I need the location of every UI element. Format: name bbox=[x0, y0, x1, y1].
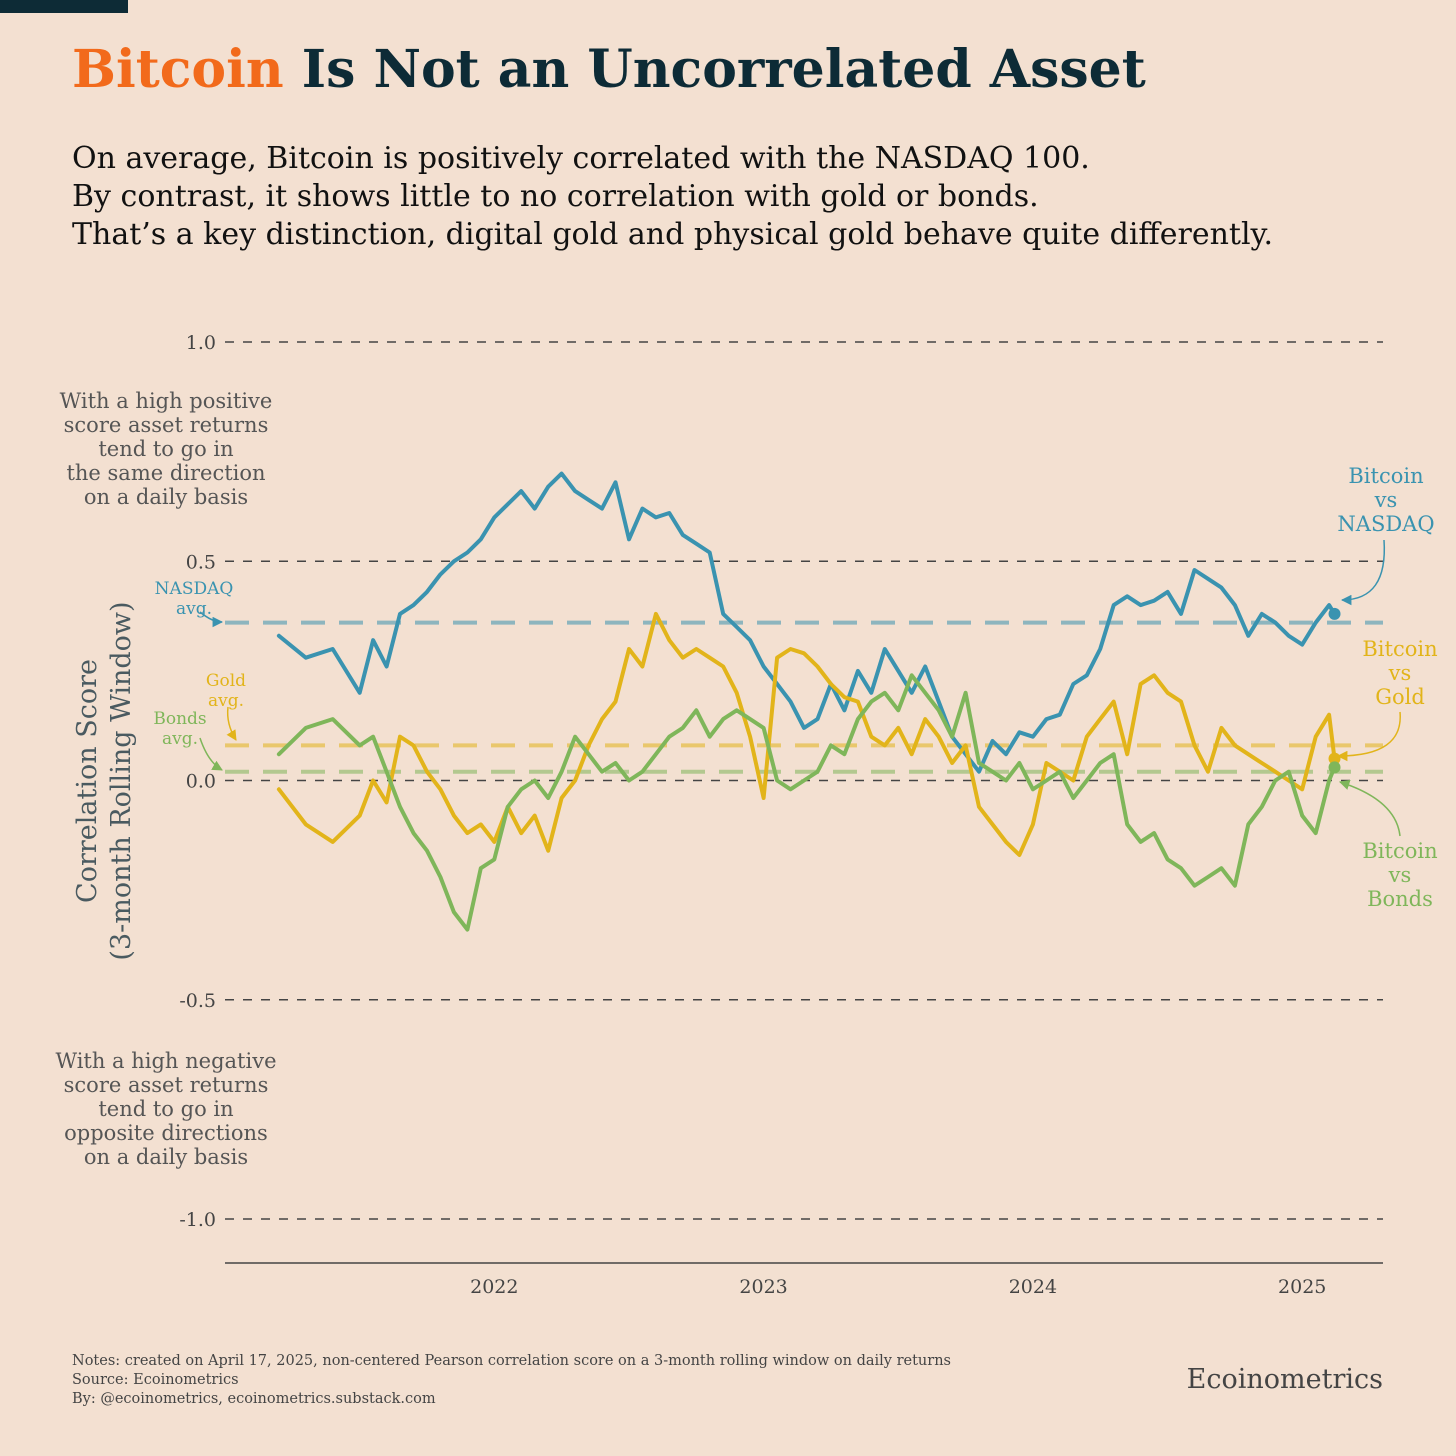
average-label-line: avg. bbox=[208, 691, 244, 711]
series-label: Bitcoin vs Bonds bbox=[1362, 839, 1437, 911]
negative-score-annotation-line: With a high negative bbox=[55, 1049, 276, 1073]
y-axis-title-line: Correlation Score bbox=[72, 659, 103, 903]
notes-block: Notes: created on April 17, 2025, non-ce… bbox=[72, 1352, 951, 1409]
positive-score-annotation: With a high positive score asset returns t… bbox=[60, 389, 273, 509]
series-label-line: Bonds bbox=[1367, 887, 1433, 911]
y-tick-label: 0.5 bbox=[186, 551, 216, 573]
x-tick-label: 2025 bbox=[1278, 1276, 1326, 1298]
brand-logo-text: Ecoinometrics bbox=[1186, 1364, 1383, 1395]
page-title: Bitcoin Is Not an Uncorrelated Asset bbox=[72, 40, 1146, 100]
positive-score-annotation-line: With a high positive bbox=[60, 389, 273, 413]
series-line bbox=[276, 611, 1337, 857]
note-line: Notes: created on April 17, 2025, non-ce… bbox=[72, 1353, 951, 1369]
negative-score-annotation-line: score asset returns bbox=[64, 1073, 269, 1097]
series-label: Bitcoin vs Gold bbox=[1362, 637, 1437, 709]
title-rest: Is Not an Uncorrelated Asset bbox=[283, 39, 1146, 100]
series-end-dot bbox=[1328, 607, 1341, 620]
positive-score-annotation-line: on a daily basis bbox=[84, 485, 248, 509]
series-label: Bitcoin vs NASDAQ bbox=[1337, 464, 1434, 536]
y-axis-title-line: (3-month Rolling Window) bbox=[106, 601, 137, 960]
average-label: NASDAQ avg. bbox=[155, 579, 234, 619]
average-label: Bonds avg. bbox=[153, 709, 206, 749]
x-tick-label: 2023 bbox=[739, 1276, 787, 1298]
average-label-line: Bonds bbox=[153, 709, 206, 729]
positive-score-annotation-line: tend to go in bbox=[98, 437, 233, 461]
series-label-line: Bitcoin bbox=[1362, 839, 1437, 863]
x-tick-label: 2022 bbox=[470, 1276, 518, 1298]
byline: By: @ecoinometrics, ecoinometrics.substa… bbox=[72, 1391, 436, 1407]
series-label-line: Bitcoin bbox=[1348, 464, 1423, 488]
x-tick-label: 2024 bbox=[1009, 1276, 1057, 1298]
negative-score-annotation-line: opposite directions bbox=[64, 1121, 268, 1145]
negative-score-annotation-line: tend to go in bbox=[98, 1097, 233, 1121]
series-label-line: vs bbox=[1374, 488, 1398, 512]
title-highlight: Bitcoin bbox=[72, 39, 284, 100]
subtitle-line: That’s a key distinction, digital gold a… bbox=[72, 217, 1274, 252]
average-label-line: NASDAQ bbox=[155, 579, 234, 599]
negative-score-annotation: With a high negative score asset returns t… bbox=[55, 1049, 276, 1169]
y-tick-label: 0.0 bbox=[186, 771, 216, 793]
average-label-arrow bbox=[226, 706, 237, 741]
positive-score-annotation-line: the same direction bbox=[66, 461, 265, 485]
negative-score-annotation-line: on a daily basis bbox=[84, 1145, 248, 1169]
corner-accent-bar bbox=[0, 0, 128, 13]
series-label-line: Gold bbox=[1375, 685, 1425, 709]
series-label-line: vs bbox=[1388, 661, 1412, 685]
series-label-line: NASDAQ bbox=[1337, 512, 1434, 536]
subtitle-line: On average, Bitcoin is positively correl… bbox=[72, 141, 1090, 176]
average-label-line: Gold bbox=[206, 671, 246, 691]
y-axis-title: Correlation Score (3-month Rolling Window… bbox=[72, 601, 137, 960]
positive-score-annotation-line: score asset returns bbox=[64, 413, 269, 437]
source-line: Source: Ecoinometrics bbox=[72, 1372, 239, 1388]
series-line bbox=[276, 673, 1337, 932]
average-label-line: avg. bbox=[162, 729, 198, 749]
y-tick-label: -0.5 bbox=[179, 990, 216, 1012]
average-label-arrow bbox=[199, 737, 223, 771]
y-tick-label: 1.0 bbox=[186, 332, 216, 354]
average-label-arrow bbox=[199, 611, 224, 628]
series-label-line: Bitcoin bbox=[1362, 637, 1437, 661]
average-label: Gold avg. bbox=[206, 671, 246, 711]
y-tick-label: -1.0 bbox=[179, 1209, 216, 1231]
series-end-dot bbox=[1328, 761, 1341, 774]
series-label-arrow bbox=[1336, 711, 1401, 762]
subtitle: On average, Bitcoin is positively correl… bbox=[72, 140, 1273, 254]
series-label-arrow bbox=[1339, 779, 1401, 837]
series-label-line: vs bbox=[1388, 863, 1412, 887]
series-label-arrow bbox=[1340, 539, 1386, 606]
subtitle-line: By contrast, it shows little to no corre… bbox=[72, 179, 1039, 214]
